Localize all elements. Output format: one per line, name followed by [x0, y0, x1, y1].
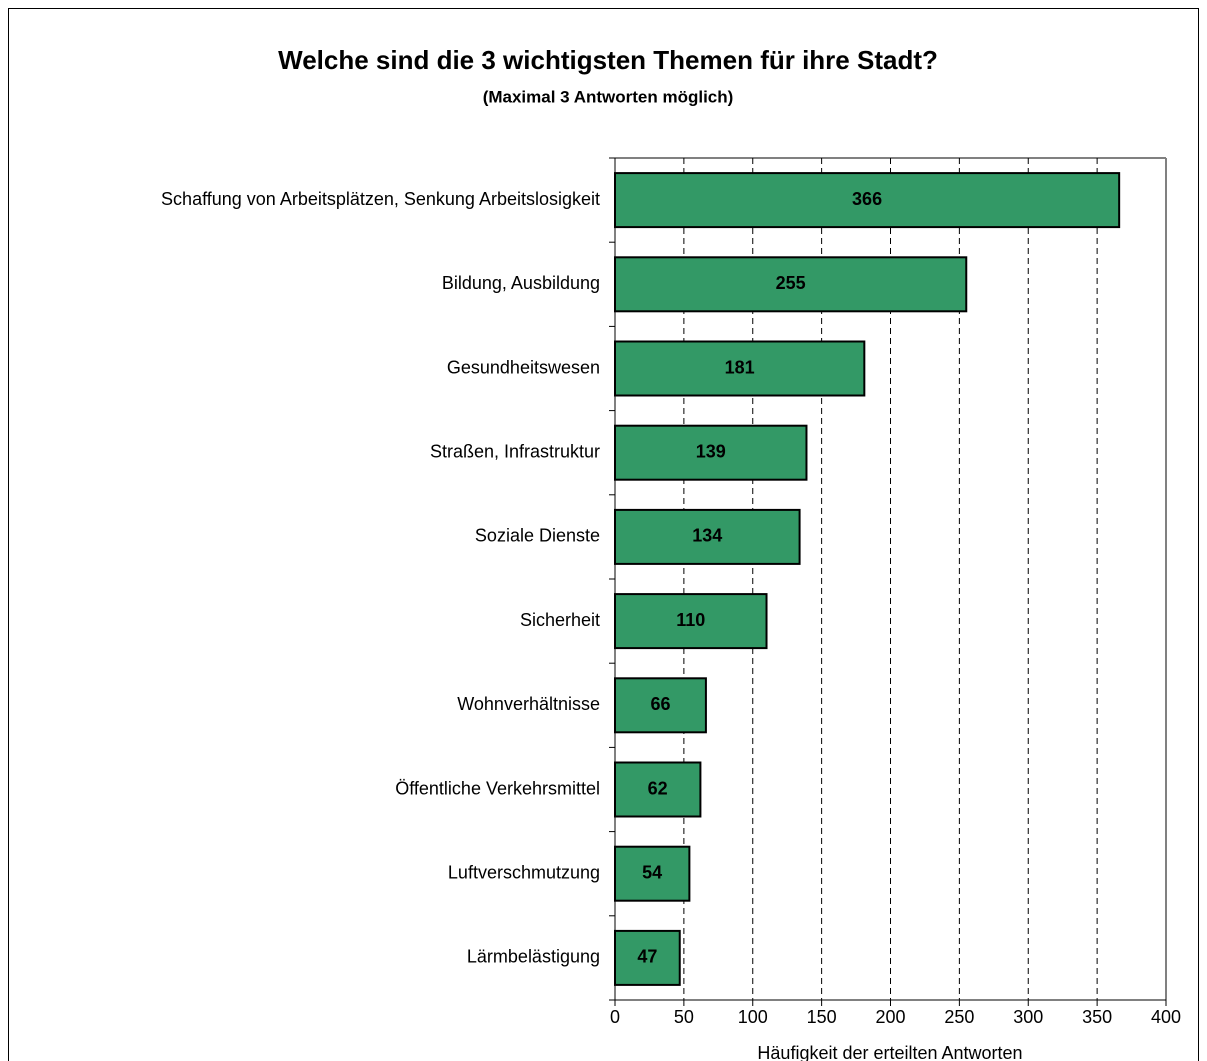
x-tick-label: 200: [875, 1007, 905, 1027]
bar: [614, 340, 866, 397]
y-tick-label: Wohnverhältnisse: [457, 694, 600, 714]
bar: [614, 172, 1121, 229]
bar: [614, 929, 681, 986]
bar: [614, 424, 808, 481]
data-label: 47: [637, 947, 657, 967]
y-tick-label: Straßen, Infrastruktur: [430, 441, 600, 461]
data-label: 66: [650, 694, 670, 714]
x-tick-label: 100: [738, 1007, 768, 1027]
data-label: 255: [776, 273, 806, 293]
y-tick-label: Lärmbelästigung: [467, 947, 600, 967]
data-label: 110: [676, 610, 705, 630]
y-tick-label: Sicherheit: [520, 610, 600, 630]
bar: [614, 677, 707, 734]
x-axis-label: Häufigkeit der erteilten Antworten: [757, 1043, 1022, 1061]
x-tick-label: 400: [1151, 1007, 1181, 1027]
bar: [614, 508, 801, 565]
chart-frame: [8, 8, 1199, 1061]
data-label: 366: [852, 189, 882, 209]
y-tick-label: Schaffung von Arbeitsplätzen, Senkung Ar…: [161, 189, 600, 209]
chart-subtitle: (Maximal 3 Antworten möglich): [483, 87, 734, 106]
data-label: 134: [692, 526, 722, 546]
x-tick-label: 300: [1013, 1007, 1043, 1027]
bar: [614, 256, 968, 313]
x-tick-label: 0: [610, 1007, 620, 1027]
bar: [614, 593, 768, 650]
x-tick-label: 350: [1082, 1007, 1112, 1027]
x-tick-label: 250: [944, 1007, 974, 1027]
data-label: 139: [696, 441, 726, 461]
data-label: 62: [648, 778, 668, 798]
x-tick-label: 150: [807, 1007, 837, 1027]
y-tick-label: Öffentliche Verkehrsmittel: [395, 778, 600, 798]
data-label: 54: [642, 862, 662, 882]
chart-title: Welche sind die 3 wichtigsten Themen für…: [278, 45, 938, 75]
bar: [614, 761, 702, 818]
data-label: 181: [725, 357, 755, 377]
y-tick-label: Soziale Dienste: [475, 526, 600, 546]
y-tick-label: Gesundheitswesen: [447, 357, 600, 377]
bar: [614, 845, 691, 902]
x-tick-label: 50: [674, 1007, 694, 1027]
y-tick-label: Bildung, Ausbildung: [442, 273, 600, 293]
y-tick-label: Luftverschmutzung: [448, 862, 600, 882]
